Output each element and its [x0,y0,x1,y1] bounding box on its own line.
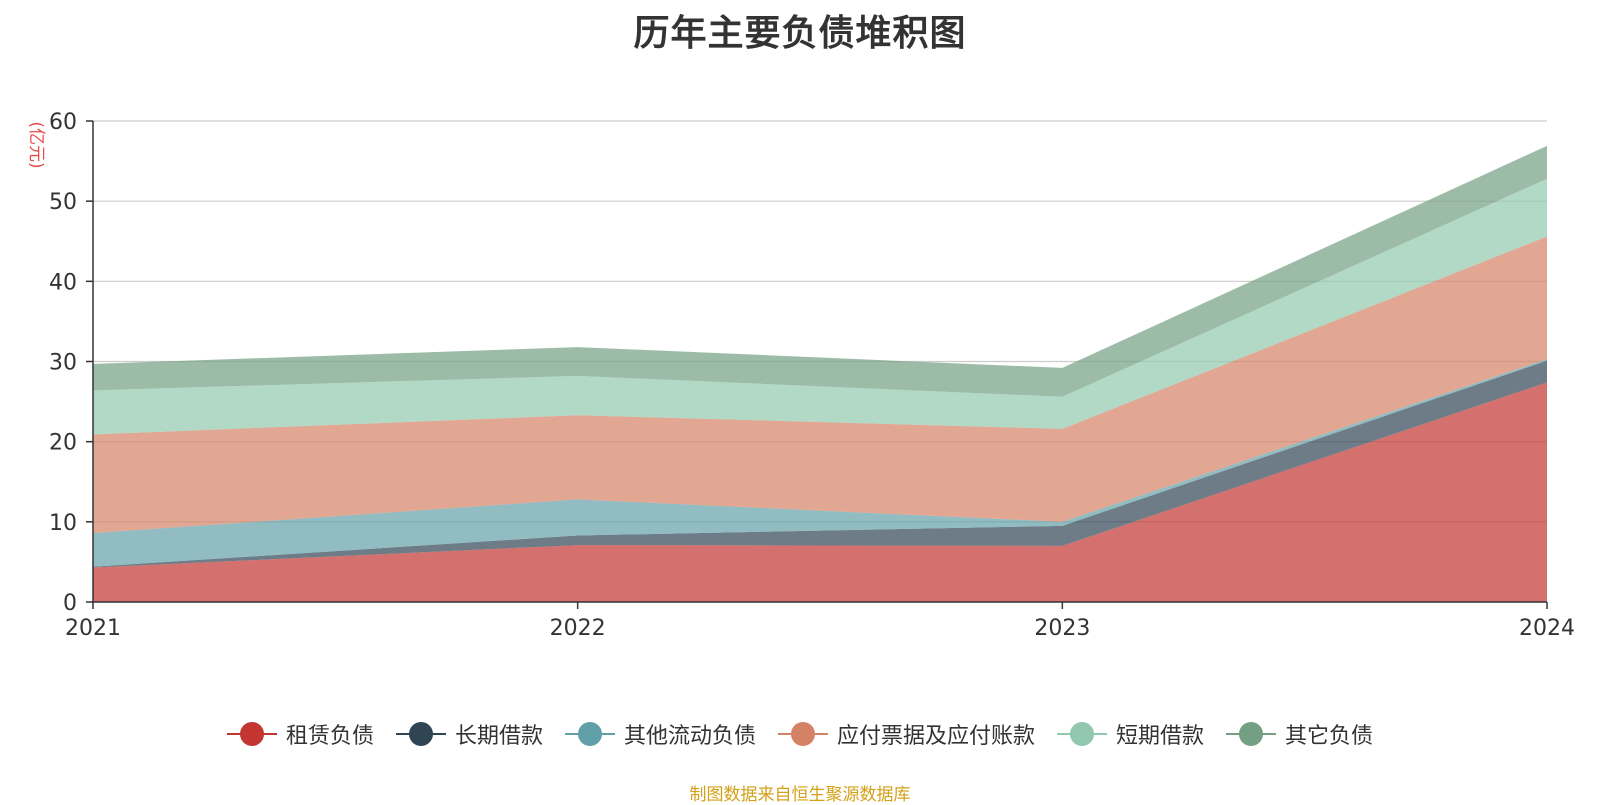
legend-item[interactable]: 短期借款 [1057,718,1204,750]
y-axis-unit-label: (亿元) [26,121,46,168]
legend-dot [791,722,815,746]
area-series-4 [93,178,1547,435]
area-series-2 [93,359,1547,567]
legend-label: 应付票据及应付账款 [837,724,1036,749]
x-tick-label: 2023 [1034,616,1090,641]
y-tick-label: 60 [49,110,77,135]
legend-item[interactable]: 应付票据及应付账款 [778,718,1035,750]
legend-label: 其他流动负债 [623,724,756,749]
legend-dot [408,722,433,746]
area-series-5 [93,145,1547,397]
area-series-1 [93,360,1547,568]
y-tick-label: 50 [49,190,77,215]
legend-label: 长期借款 [454,724,543,749]
area-series-0 [93,382,1547,602]
chart-title: 历年主要负债堆积图 [633,13,967,54]
x-tick-label: 2021 [65,616,121,641]
y-tick-label: 10 [49,511,77,536]
legend-marker-icon [778,721,828,747]
legend-label: 其它负债 [1285,724,1374,749]
x-tick-label: 2022 [550,616,606,641]
legend-dot [577,722,602,746]
data-source-note: 制图数据来自恒生聚源数据库 [689,785,911,805]
y-tick-label: 0 [63,591,77,616]
x-tick-label: 2024 [1519,616,1575,641]
area-series-3 [93,236,1547,534]
legend-label: 短期借款 [1116,724,1205,749]
legend-marker-icon [564,721,615,747]
legend-item[interactable]: 其它负债 [1226,718,1373,750]
legend-item[interactable]: 租赁负债 [226,718,374,750]
legend-label: 租赁负债 [285,724,374,749]
legend-dot [1070,722,1095,746]
legend-marker-icon [395,721,446,747]
legend-marker-icon [1226,721,1277,747]
legend-marker-icon [226,721,277,747]
legend-marker-icon [1057,721,1108,747]
legend-dot [239,722,264,746]
legend-item[interactable]: 长期借款 [395,718,543,750]
legend-item[interactable]: 其他流动负债 [564,718,756,750]
legend-dot [1239,722,1264,746]
y-tick-label: 20 [49,431,77,456]
chart-legend: 租赁负债 长期借款 其他流动负债 应付票据及应付账款 短期借款 其它负债 [0,718,1600,750]
y-tick-label: 30 [49,351,77,376]
y-tick-label: 40 [49,270,77,295]
